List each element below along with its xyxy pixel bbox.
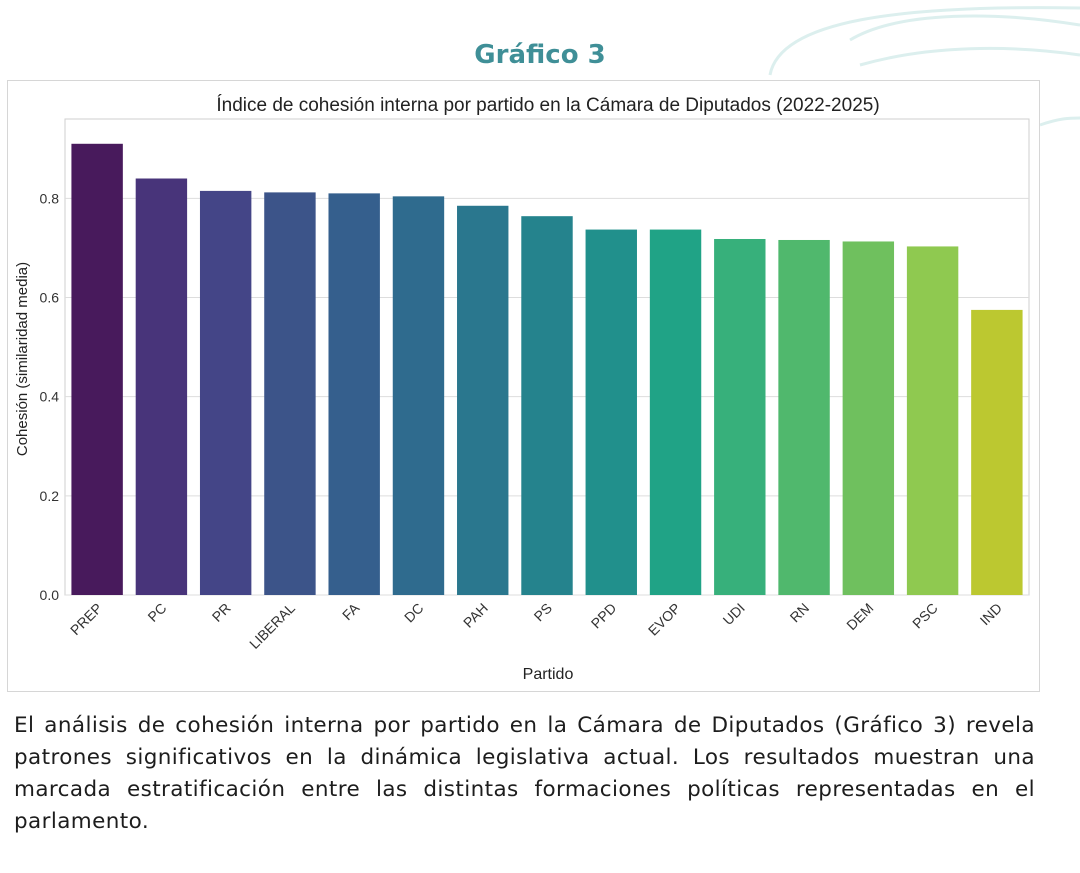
y-axis-label: Cohesión (similaridad media): [14, 262, 31, 456]
bar-liberal: [264, 192, 316, 595]
chart-title: Índice de cohesión interna por partido e…: [216, 95, 879, 116]
bar-ppd: [585, 229, 637, 595]
x-tick-label: PSC: [909, 600, 941, 632]
bar-rn: [778, 239, 830, 595]
y-tick-label: 0.0: [40, 587, 60, 603]
x-tick-label: UDI: [720, 600, 748, 628]
y-tick-label: 0.8: [40, 190, 60, 206]
x-axis-label: Partido: [523, 666, 574, 683]
figure-heading: Gráfico 3: [474, 40, 606, 70]
x-tick-label: PREP: [67, 600, 105, 638]
x-tick-label: DC: [401, 600, 427, 626]
y-tick-label: 0.2: [40, 488, 60, 504]
x-tick-label: PS: [531, 600, 556, 625]
bar-prep: [71, 143, 123, 595]
bar-psc: [906, 246, 959, 595]
bar-pc: [135, 178, 188, 595]
x-tick-label: PC: [144, 600, 169, 625]
bar-chart: Índice de cohesión interna por partido e…: [14, 95, 1030, 683]
x-tick-label: PR: [209, 600, 234, 625]
bar-pr: [199, 190, 252, 595]
x-tick-label: RN: [787, 600, 813, 626]
x-tick-label: EVOP: [645, 600, 684, 639]
bar-pah: [457, 205, 509, 595]
x-tick-label: FA: [339, 599, 363, 623]
bar-dem: [842, 241, 895, 596]
bar-dc: [392, 196, 445, 595]
x-tick-label: DEM: [843, 600, 876, 633]
y-tick-label: 0.4: [40, 389, 60, 405]
bar-ps: [521, 216, 573, 595]
bar-fa: [328, 193, 380, 595]
chart-frame: Índice de cohesión interna por partido e…: [7, 80, 1040, 692]
bar-evop: [649, 229, 702, 595]
body-paragraph: El análisis de cohesión interna por part…: [14, 713, 1035, 834]
x-tick-label: LIBERAL: [246, 600, 298, 652]
bar-ind: [971, 309, 1023, 595]
x-tick-label: PPD: [588, 600, 620, 632]
x-tick-label: PAH: [460, 600, 491, 631]
decorative-swirl: [768, 6, 1080, 127]
x-tick-label: IND: [977, 600, 1005, 628]
bar-udi: [714, 238, 766, 595]
y-tick-label: 0.6: [40, 290, 60, 306]
